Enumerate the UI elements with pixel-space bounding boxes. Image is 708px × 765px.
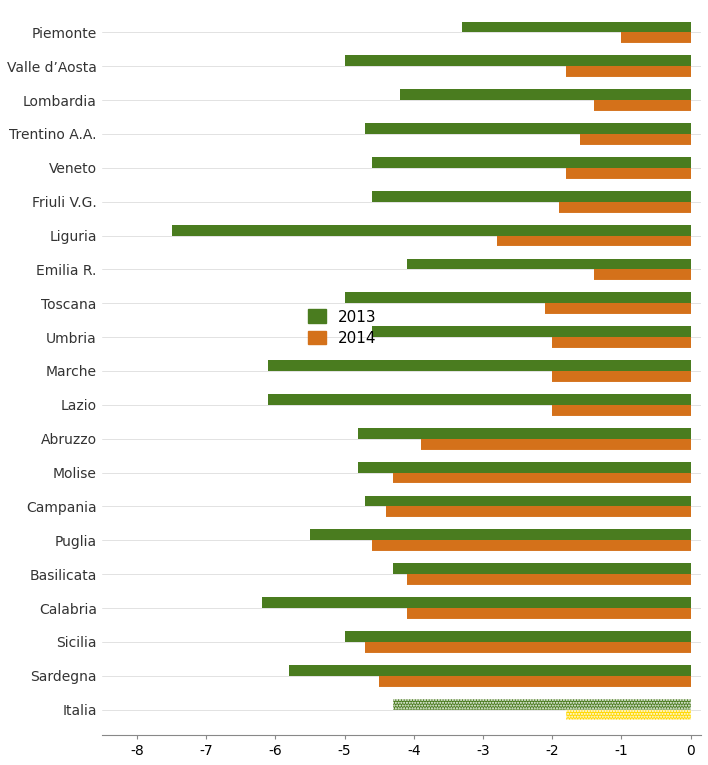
- Bar: [358, 428, 691, 438]
- Bar: [566, 168, 691, 179]
- Bar: [345, 292, 691, 303]
- Bar: [365, 642, 691, 653]
- Bar: [393, 698, 691, 710]
- Bar: [393, 473, 691, 483]
- Bar: [552, 337, 691, 348]
- Bar: [372, 157, 691, 168]
- Bar: [400, 90, 691, 100]
- Bar: [372, 327, 691, 337]
- Bar: [365, 123, 691, 134]
- Bar: [566, 710, 691, 721]
- Bar: [580, 134, 691, 145]
- Bar: [310, 529, 691, 540]
- Bar: [545, 303, 691, 314]
- Bar: [365, 496, 691, 506]
- Bar: [594, 100, 691, 111]
- Bar: [393, 563, 691, 575]
- Bar: [622, 32, 691, 43]
- Bar: [497, 236, 691, 246]
- Bar: [552, 405, 691, 415]
- Bar: [407, 575, 691, 585]
- Bar: [379, 675, 691, 687]
- Bar: [372, 540, 691, 551]
- Bar: [345, 55, 691, 67]
- Bar: [345, 631, 691, 642]
- Bar: [462, 21, 691, 32]
- Bar: [268, 394, 691, 405]
- Bar: [171, 225, 691, 236]
- Legend: 2013, 2014: 2013, 2014: [307, 310, 377, 346]
- Bar: [261, 597, 691, 608]
- Bar: [594, 269, 691, 280]
- Bar: [407, 259, 691, 269]
- Bar: [268, 360, 691, 371]
- Bar: [372, 190, 691, 202]
- Bar: [290, 665, 691, 675]
- Bar: [552, 371, 691, 382]
- Bar: [559, 202, 691, 213]
- Bar: [407, 608, 691, 619]
- Bar: [358, 462, 691, 473]
- Bar: [566, 67, 691, 77]
- Bar: [421, 438, 691, 450]
- Bar: [386, 506, 691, 517]
